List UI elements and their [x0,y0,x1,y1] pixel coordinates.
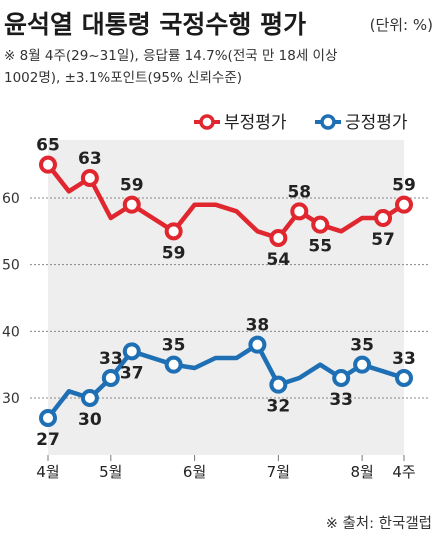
negative-label-11: 54 [267,250,291,270]
legend: 부정평가 긍정평가 [194,113,408,133]
positive-label-6: 35 [162,336,186,356]
positive-point-10 [248,335,267,354]
x-axis-ticks: 4월 5월 6월 7월 8월 4주 [36,455,416,481]
negative-label-17: 59 [392,176,416,196]
x-tick-1: 5월 [99,463,122,481]
y-tick-40: 40 [2,324,20,340]
negative-label-2: 63 [78,149,102,169]
positive-label-17: 33 [392,349,416,369]
negative-label-13: 55 [308,237,332,257]
positive-label-3: 33 [99,349,123,369]
positive-label-14: 33 [329,390,353,410]
positive-point-17 [395,369,413,387]
y-tick-50: 50 [2,258,20,274]
negative-label-4: 59 [120,176,144,196]
negative-label-6: 59 [162,243,186,263]
positive-point-15 [353,355,372,374]
negative-label-12: 58 [287,182,311,202]
legend-positive-label: 긍정평가 [345,113,408,133]
negative-point-11 [269,229,288,247]
y-axis-ticks: 30 40 50 60 [2,191,20,407]
positive-point-6 [164,355,183,374]
x-tick-4: 8월 [350,463,373,481]
positive-label-15: 35 [350,336,374,356]
positive-label-2: 30 [78,410,102,430]
y-tick-60: 60 [2,191,20,207]
positive-point-0 [39,409,57,427]
negative-label-16: 57 [371,230,395,250]
positive-point-3 [101,369,120,387]
x-tick-3: 7월 [267,463,290,481]
negative-series-line [45,162,407,241]
y-tick-30: 30 [2,391,20,407]
negative-point-6 [164,222,183,241]
legend-negative-marker [199,114,215,130]
negative-label-0: 65 [36,136,60,156]
source-note: ※ 출처: 한국갤럽 [326,515,432,532]
negative-point-2 [80,169,99,187]
positive-label-11: 32 [267,397,291,417]
negative-point-12 [290,202,309,221]
series-markers [39,155,413,427]
positive-label-4: 37 [120,363,144,383]
unit-label: (단위: %) [370,16,433,34]
legend-positive-marker [320,114,336,130]
negative-point-16 [374,209,393,227]
x-tick-0: 4월 [36,463,59,481]
chart-title: 윤석열 대통령 국정수행 평가 [4,10,306,39]
positive-label-10: 38 [246,316,270,336]
x-tick-2: 6월 [183,463,206,481]
negative-point-13 [311,215,330,234]
positive-point-11 [269,375,288,394]
positive-point-2 [80,389,99,407]
legend-negative-label: 부정평가 [224,113,287,133]
negative-point-4 [122,195,141,214]
x-tick-5: 4주 [392,463,415,481]
gridlines [30,197,430,399]
positive-label-0: 27 [36,430,60,450]
plot-background [48,140,404,455]
negative-point-0 [39,155,57,174]
positive-point-4 [122,342,141,361]
negative-point-17 [395,195,413,214]
survey-note-line2: 1002명), ±3.1%포인트(95% 신뢰수준) [4,70,242,86]
positive-point-14 [332,369,351,387]
survey-note-line1: ※ 8월 4주(29~31일), 응답률 14.7%(전국 만 18세 이상 [4,48,337,64]
plot-shade [48,140,404,455]
